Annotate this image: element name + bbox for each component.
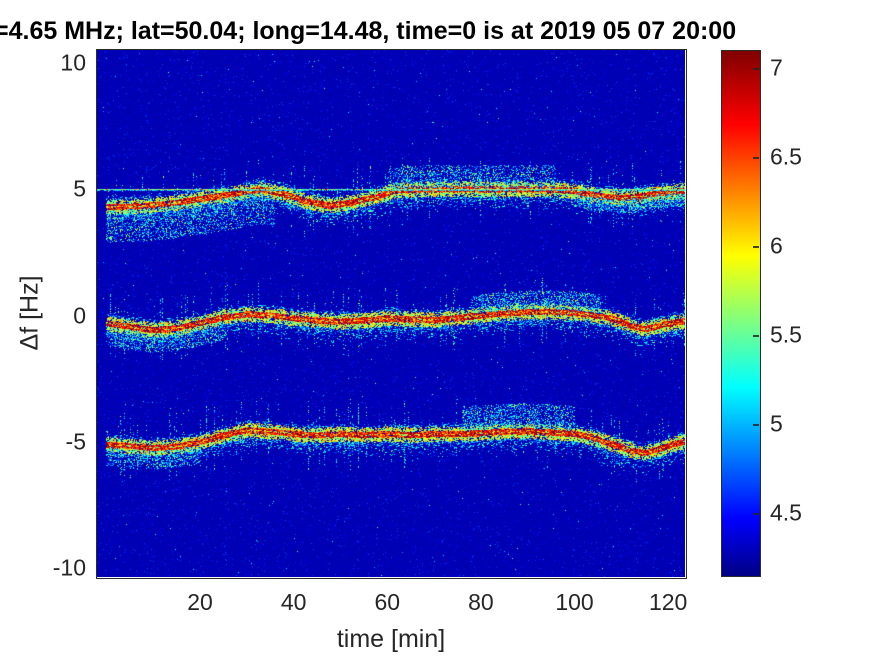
colorbar-tick-mark — [753, 334, 759, 337]
x-tick-label: 100 — [555, 589, 594, 615]
x-tick-label: 40 — [280, 589, 307, 615]
colorbar-tick-label: 4.5 — [770, 499, 802, 526]
colorbar-tick-label: 6 — [770, 232, 783, 259]
colorbar-tick-mark — [753, 245, 759, 248]
colorbar-tick-label: 5 — [770, 410, 783, 437]
y-tick-label: -5 — [65, 428, 86, 455]
colorbar-tick-label: 6.5 — [770, 143, 802, 170]
y-tick-label: 10 — [60, 49, 86, 76]
y-tick-label: -10 — [52, 554, 86, 581]
colorbar-tick-label: 7 — [770, 54, 783, 81]
x-axis-label: time [min] — [336, 625, 446, 653]
plot-title: =4.65 MHz; lat=50.04; long=14.48, time=0… — [0, 17, 737, 45]
colorbar-tick-mark — [753, 512, 759, 515]
y-tick-label: 5 — [73, 175, 86, 202]
colorbar-tick-label: 5.5 — [770, 321, 802, 348]
colorbar-tick-mark — [753, 156, 759, 159]
x-tick-label: 20 — [187, 589, 213, 615]
x-tick-label: 120 — [648, 589, 688, 615]
y-tick-label: 0 — [73, 302, 86, 329]
spectrogram-canvas[interactable] — [97, 50, 685, 577]
colorbar-tick-mark — [753, 67, 759, 70]
colorbar[interactable] — [721, 50, 761, 577]
x-tick-label: 80 — [468, 589, 494, 615]
y-axis-label: Δf [Hz] — [15, 275, 44, 351]
colorbar-tick-mark — [753, 423, 759, 426]
x-tick-label: 60 — [374, 589, 401, 615]
